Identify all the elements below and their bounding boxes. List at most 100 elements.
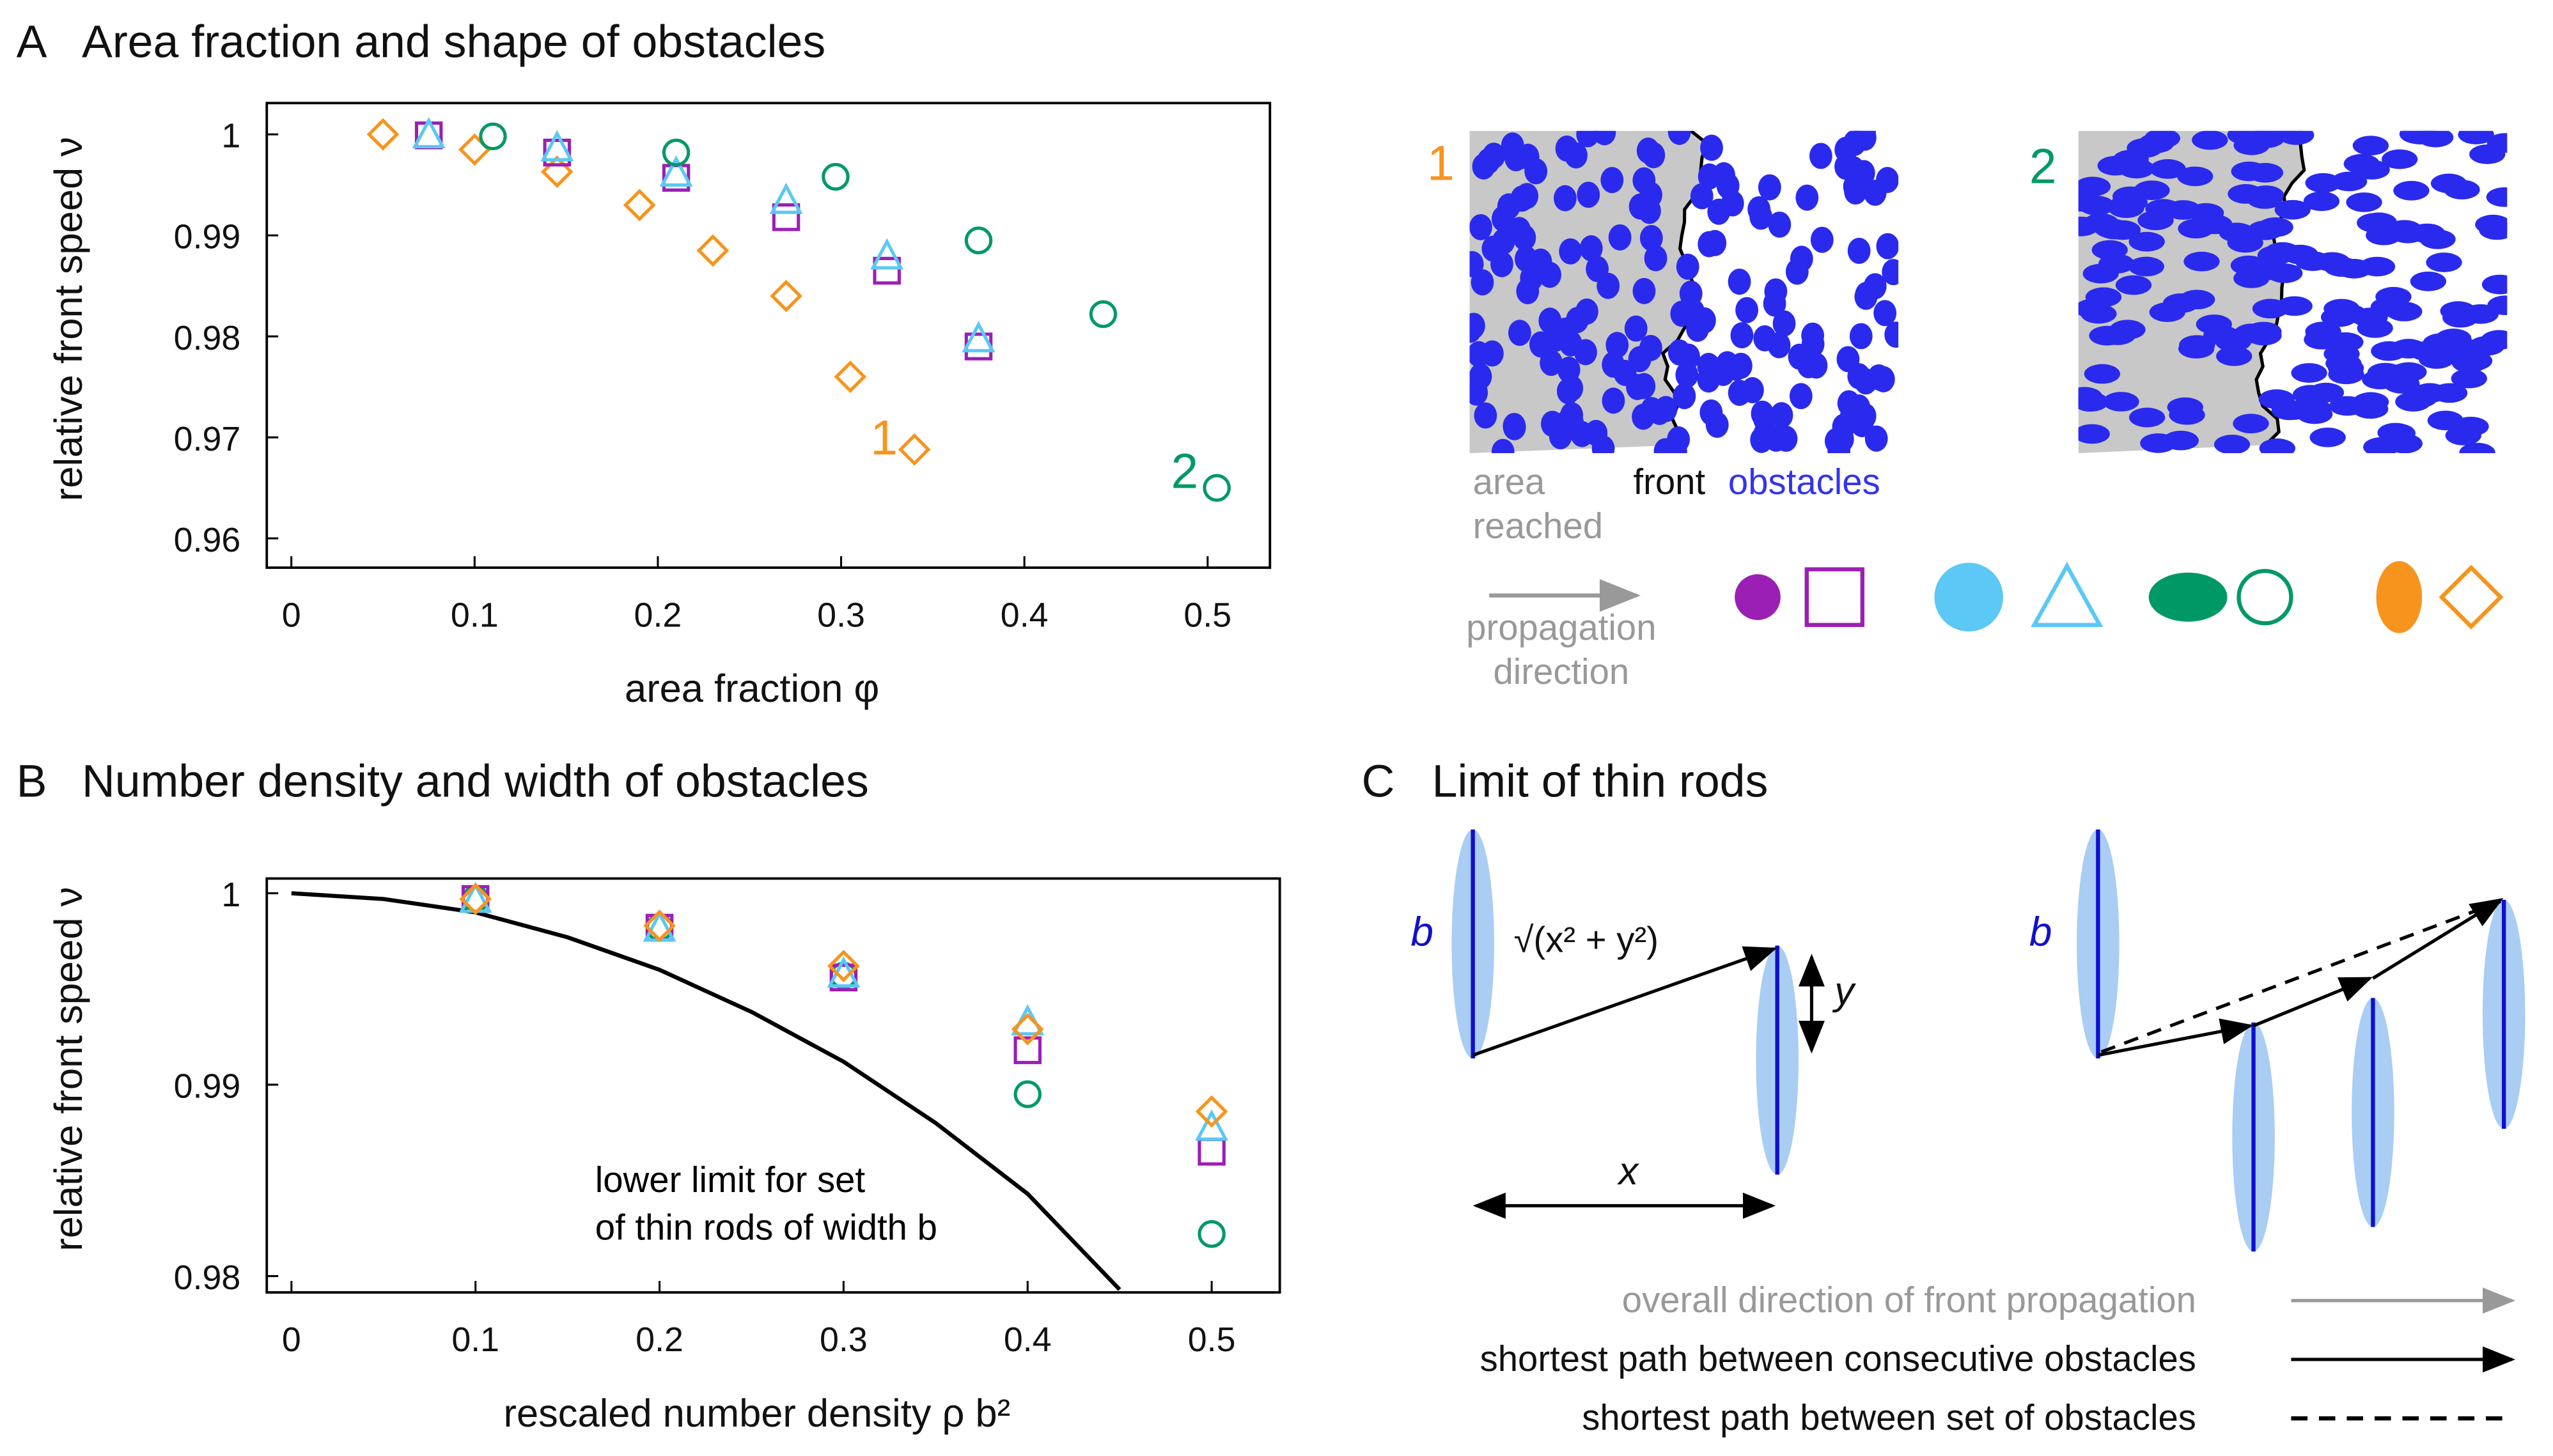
obstacle bbox=[2078, 387, 2103, 407]
obstacle bbox=[2177, 166, 2213, 187]
chart: A Area fraction and shape of obstacles 0 0.… bbox=[17, 17, 1272, 711]
marker bbox=[829, 963, 858, 992]
obstacle bbox=[1789, 383, 1813, 410]
obstacle bbox=[2352, 307, 2388, 328]
panel-letter: B bbox=[17, 756, 47, 807]
obstacle bbox=[2233, 414, 2269, 434]
y-tick-label: 1 bbox=[221, 117, 240, 155]
label: y bbox=[1832, 970, 1856, 1014]
obstacle bbox=[1882, 259, 1899, 286]
obstacle bbox=[2128, 407, 2166, 428]
obstacle bbox=[2183, 251, 2220, 272]
obstacle bbox=[1501, 132, 1524, 159]
obstacle bbox=[1640, 397, 1664, 424]
obstacle bbox=[1707, 198, 1731, 225]
obstacle bbox=[1540, 350, 1563, 376]
marker bbox=[873, 256, 901, 285]
obstacle bbox=[1801, 322, 1825, 349]
obstacle bbox=[2481, 274, 2508, 295]
obstacle bbox=[1524, 158, 1548, 185]
y-axis-label: relative front speed ν bbox=[47, 887, 91, 1251]
obstacle bbox=[1768, 211, 1792, 238]
obstacle bbox=[1602, 387, 1625, 414]
marker bbox=[1203, 474, 1231, 502]
obstacle bbox=[1735, 297, 1759, 323]
x-tick-label: 0.3 bbox=[817, 596, 865, 634]
obstacle bbox=[1591, 435, 1615, 453]
obstacle bbox=[2479, 220, 2508, 240]
obstacle bbox=[1676, 253, 1699, 280]
marker bbox=[822, 162, 850, 191]
obstacle bbox=[1767, 332, 1791, 359]
annotation: lower limit for set bbox=[595, 1159, 866, 1200]
obstacle bbox=[2213, 435, 2251, 453]
obstacle bbox=[1763, 290, 1786, 317]
marker bbox=[1198, 1138, 1226, 1166]
obstacle bbox=[1712, 360, 1735, 386]
obstacle bbox=[2264, 242, 2301, 262]
obstacle bbox=[2252, 298, 2289, 319]
marker bbox=[540, 155, 574, 189]
shape-icon bbox=[2237, 569, 2293, 626]
obstacle bbox=[1471, 269, 1494, 296]
marker bbox=[623, 189, 656, 222]
obstacle bbox=[1849, 323, 1873, 350]
obstacle bbox=[2314, 252, 2350, 272]
obstacle bbox=[2456, 351, 2493, 371]
obstacle bbox=[2078, 176, 2111, 197]
obstacle bbox=[2103, 392, 2139, 412]
sample-label: 2 bbox=[2029, 139, 2057, 194]
obstacle bbox=[2078, 298, 2111, 319]
obstacle bbox=[1474, 402, 1497, 429]
obstacle bbox=[1538, 261, 1561, 288]
marker bbox=[458, 133, 491, 166]
caption: propagation bbox=[1466, 607, 1656, 647]
obstacle bbox=[1698, 163, 1721, 190]
x-tick-label: 0.1 bbox=[451, 596, 499, 634]
obstacle bbox=[2259, 438, 2296, 453]
x-tick-label: 0.4 bbox=[1001, 596, 1049, 634]
obstacle bbox=[2178, 290, 2215, 310]
obstacle bbox=[2078, 192, 2100, 212]
label: b bbox=[2029, 908, 2052, 954]
obstacle bbox=[1729, 352, 1753, 379]
obstacle bbox=[2352, 399, 2389, 419]
obstacle bbox=[2487, 295, 2508, 316]
obstacle bbox=[1855, 281, 1878, 308]
y-tick-label: 0.99 bbox=[174, 218, 241, 256]
marker bbox=[1195, 1109, 1229, 1141]
obstacle bbox=[2089, 325, 2125, 346]
obstacle bbox=[2330, 171, 2368, 192]
obstacle bbox=[1560, 375, 1584, 401]
front bbox=[2254, 130, 2306, 447]
y-tick-label: 0.97 bbox=[174, 420, 241, 458]
obstacle bbox=[2469, 336, 2505, 356]
y-tick-label: 0.98 bbox=[174, 319, 241, 357]
obstacle bbox=[1639, 335, 1662, 361]
marker bbox=[1013, 1036, 1042, 1064]
panel-title: Limit of thin rods bbox=[1432, 756, 1768, 807]
obstacle bbox=[1772, 310, 1796, 337]
obstacle bbox=[2291, 363, 2327, 383]
obstacle bbox=[1843, 173, 1866, 200]
marker bbox=[964, 226, 993, 254]
obstacle bbox=[1876, 233, 1899, 259]
x-tick-label: 0.2 bbox=[634, 596, 682, 634]
annotation: 1 bbox=[870, 410, 898, 465]
obstacle bbox=[2111, 192, 2148, 212]
obstacle bbox=[1670, 300, 1694, 327]
obstacle bbox=[2453, 416, 2489, 437]
obstacle bbox=[2233, 135, 2270, 155]
legend-label: shortest path between set of obstacles bbox=[1582, 1397, 2196, 1437]
obstacle bbox=[1632, 373, 1656, 399]
marker bbox=[1013, 1080, 1042, 1108]
marker bbox=[1198, 1220, 1226, 1248]
obstacle bbox=[1624, 315, 1648, 342]
shape-icon bbox=[1934, 562, 2003, 631]
chart-title: Area fraction and shape of obstacles bbox=[82, 17, 825, 68]
obstacle bbox=[1700, 134, 1723, 161]
obstacle bbox=[1554, 185, 1577, 212]
obstacle bbox=[1515, 245, 1538, 272]
